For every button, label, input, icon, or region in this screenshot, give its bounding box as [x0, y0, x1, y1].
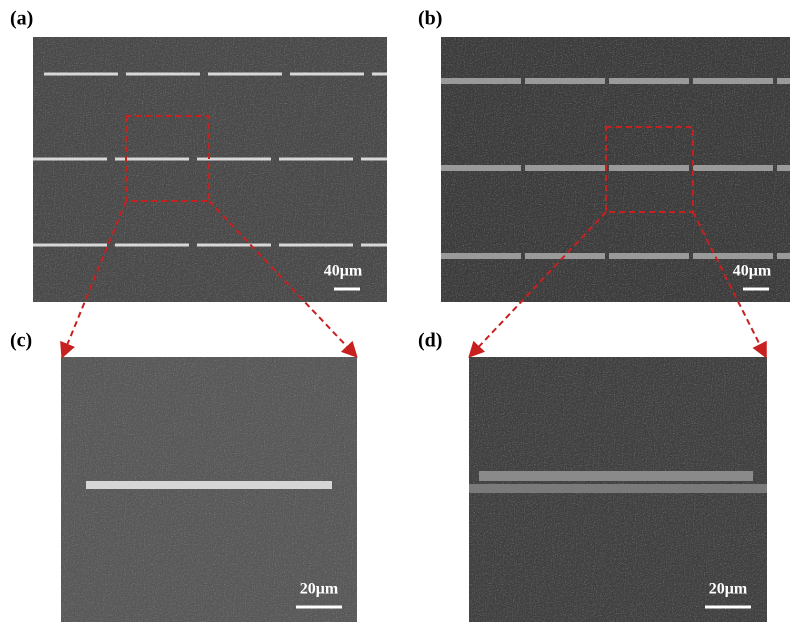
panel-d: [469, 357, 767, 622]
scale-label: 20μm: [709, 581, 748, 598]
scale-label: 20μm: [300, 581, 339, 598]
line: [479, 471, 753, 481]
line: [86, 481, 332, 489]
sem-image: [33, 37, 387, 302]
panel-label: (b): [418, 8, 442, 30]
scale-label: 40μm: [733, 263, 772, 280]
scale-label: 40μm: [324, 263, 363, 280]
panel-label: (c): [10, 330, 32, 352]
panel-b: [441, 37, 790, 302]
panel-a: [33, 37, 387, 302]
zoom-arrows: [60, 200, 767, 359]
zoom-box: [125, 115, 210, 202]
zoom-box: [605, 126, 694, 213]
lines: [441, 78, 790, 259]
line: [469, 484, 767, 493]
sem-image: [61, 357, 357, 622]
panel-c: [61, 357, 357, 622]
panel-label: (a): [10, 8, 33, 30]
panel-label: (d): [418, 330, 442, 352]
